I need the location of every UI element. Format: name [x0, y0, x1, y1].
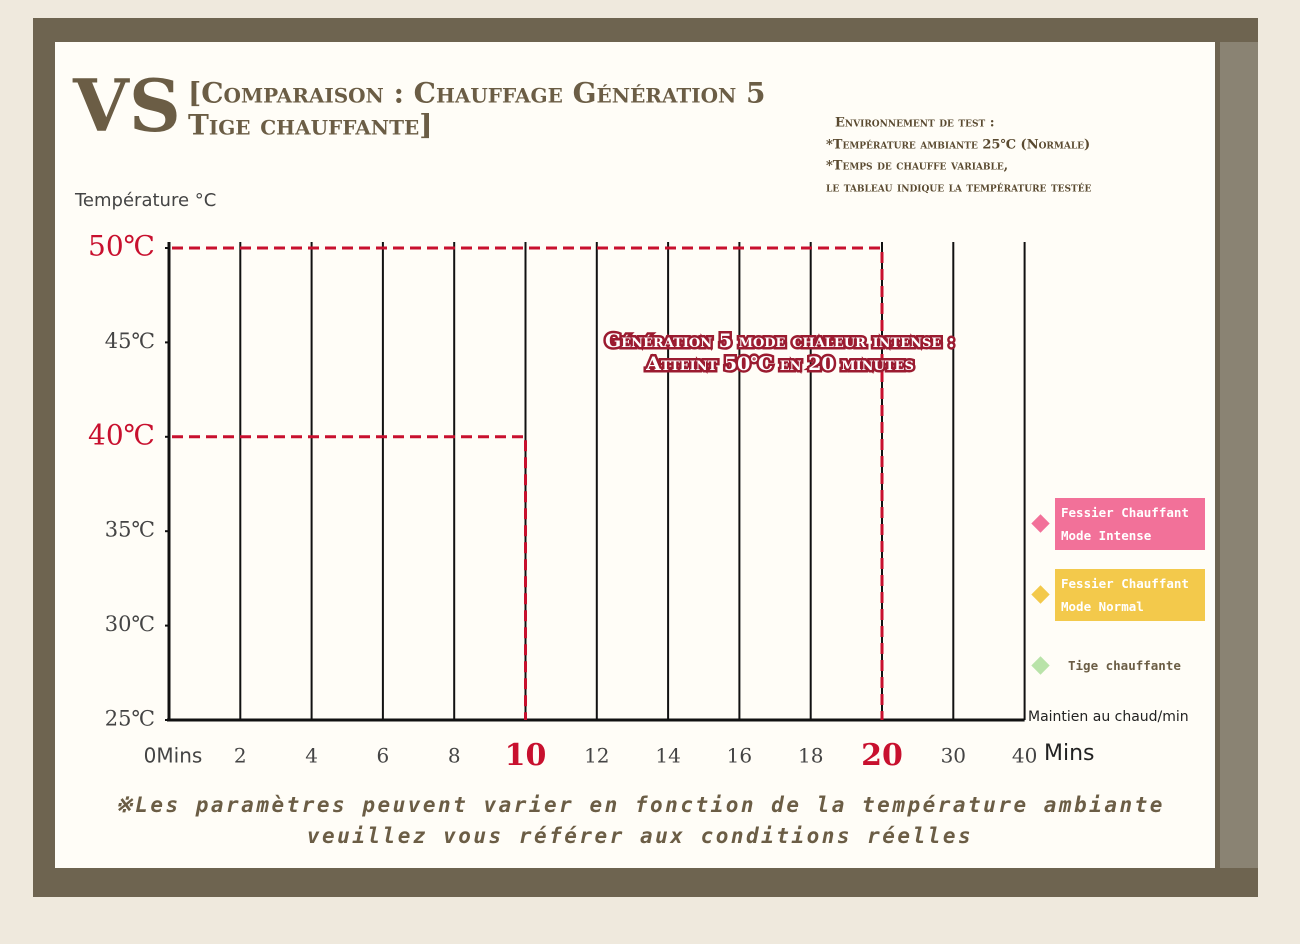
x-tick-label: 8	[448, 744, 461, 768]
reference-line	[172, 246, 884, 720]
legend-entry: Fessier Chauffant Mode Intense	[1055, 498, 1205, 550]
x-note: Maintien au chaud/min	[1028, 709, 1189, 725]
x-tick-label: 16	[727, 744, 752, 768]
y-tick-label: 50℃	[88, 230, 155, 263]
env-note: *Température ambiante 25℃ (Normale)	[826, 138, 1090, 153]
env-note: Environnement de test :	[835, 116, 995, 131]
title: [Comparaison : Chauffage Génération 5	[188, 77, 766, 110]
footnote: veuillez vous référer aux conditions rée…	[307, 824, 973, 848]
x-tick-label: 6	[377, 744, 390, 768]
x-tick-label: 10	[505, 738, 547, 773]
env-note: le tableau indique la température testée	[826, 181, 1092, 196]
vs: VS	[72, 63, 181, 148]
x-tick-label: 2	[234, 744, 247, 768]
annotation: Atteint 50℃ en 20 minutes	[645, 353, 914, 375]
x-tick-label: 0Mins	[144, 744, 203, 768]
x-tick-label: 4	[305, 744, 318, 768]
y-tick-label: 30℃	[105, 612, 155, 636]
x-tick-label: 30	[941, 744, 966, 768]
side-strip	[1220, 42, 1258, 868]
x-tick-label: 20	[861, 738, 903, 773]
x-tick-label: 14	[655, 744, 680, 768]
y-axis-label: Température °C	[74, 190, 216, 211]
y-tick-label: 45℃	[105, 329, 155, 353]
footnote: ※Les paramètres peuvent varier en foncti…	[115, 793, 1165, 817]
y-tick-label: 35℃	[105, 518, 155, 542]
env-note: *Temps de chauffe variable,	[826, 159, 1008, 174]
legend-entry: Fessier Chauffant Mode Normal	[1055, 569, 1205, 621]
x-tick-label: 12	[584, 744, 609, 768]
y-tick-label: 40℃	[88, 418, 155, 451]
panel	[55, 42, 1215, 868]
x-unit: Mins	[1044, 741, 1095, 766]
x-tick-label: 40	[1012, 744, 1037, 768]
title: Tige chauffante]	[188, 109, 432, 142]
annotation: Génération 5 mode chaleur intense :	[605, 330, 955, 352]
x-tick-label: 18	[798, 744, 823, 768]
legend-entry: Tige chauffante	[1068, 658, 1181, 673]
y-tick-label: 25℃	[105, 707, 155, 731]
